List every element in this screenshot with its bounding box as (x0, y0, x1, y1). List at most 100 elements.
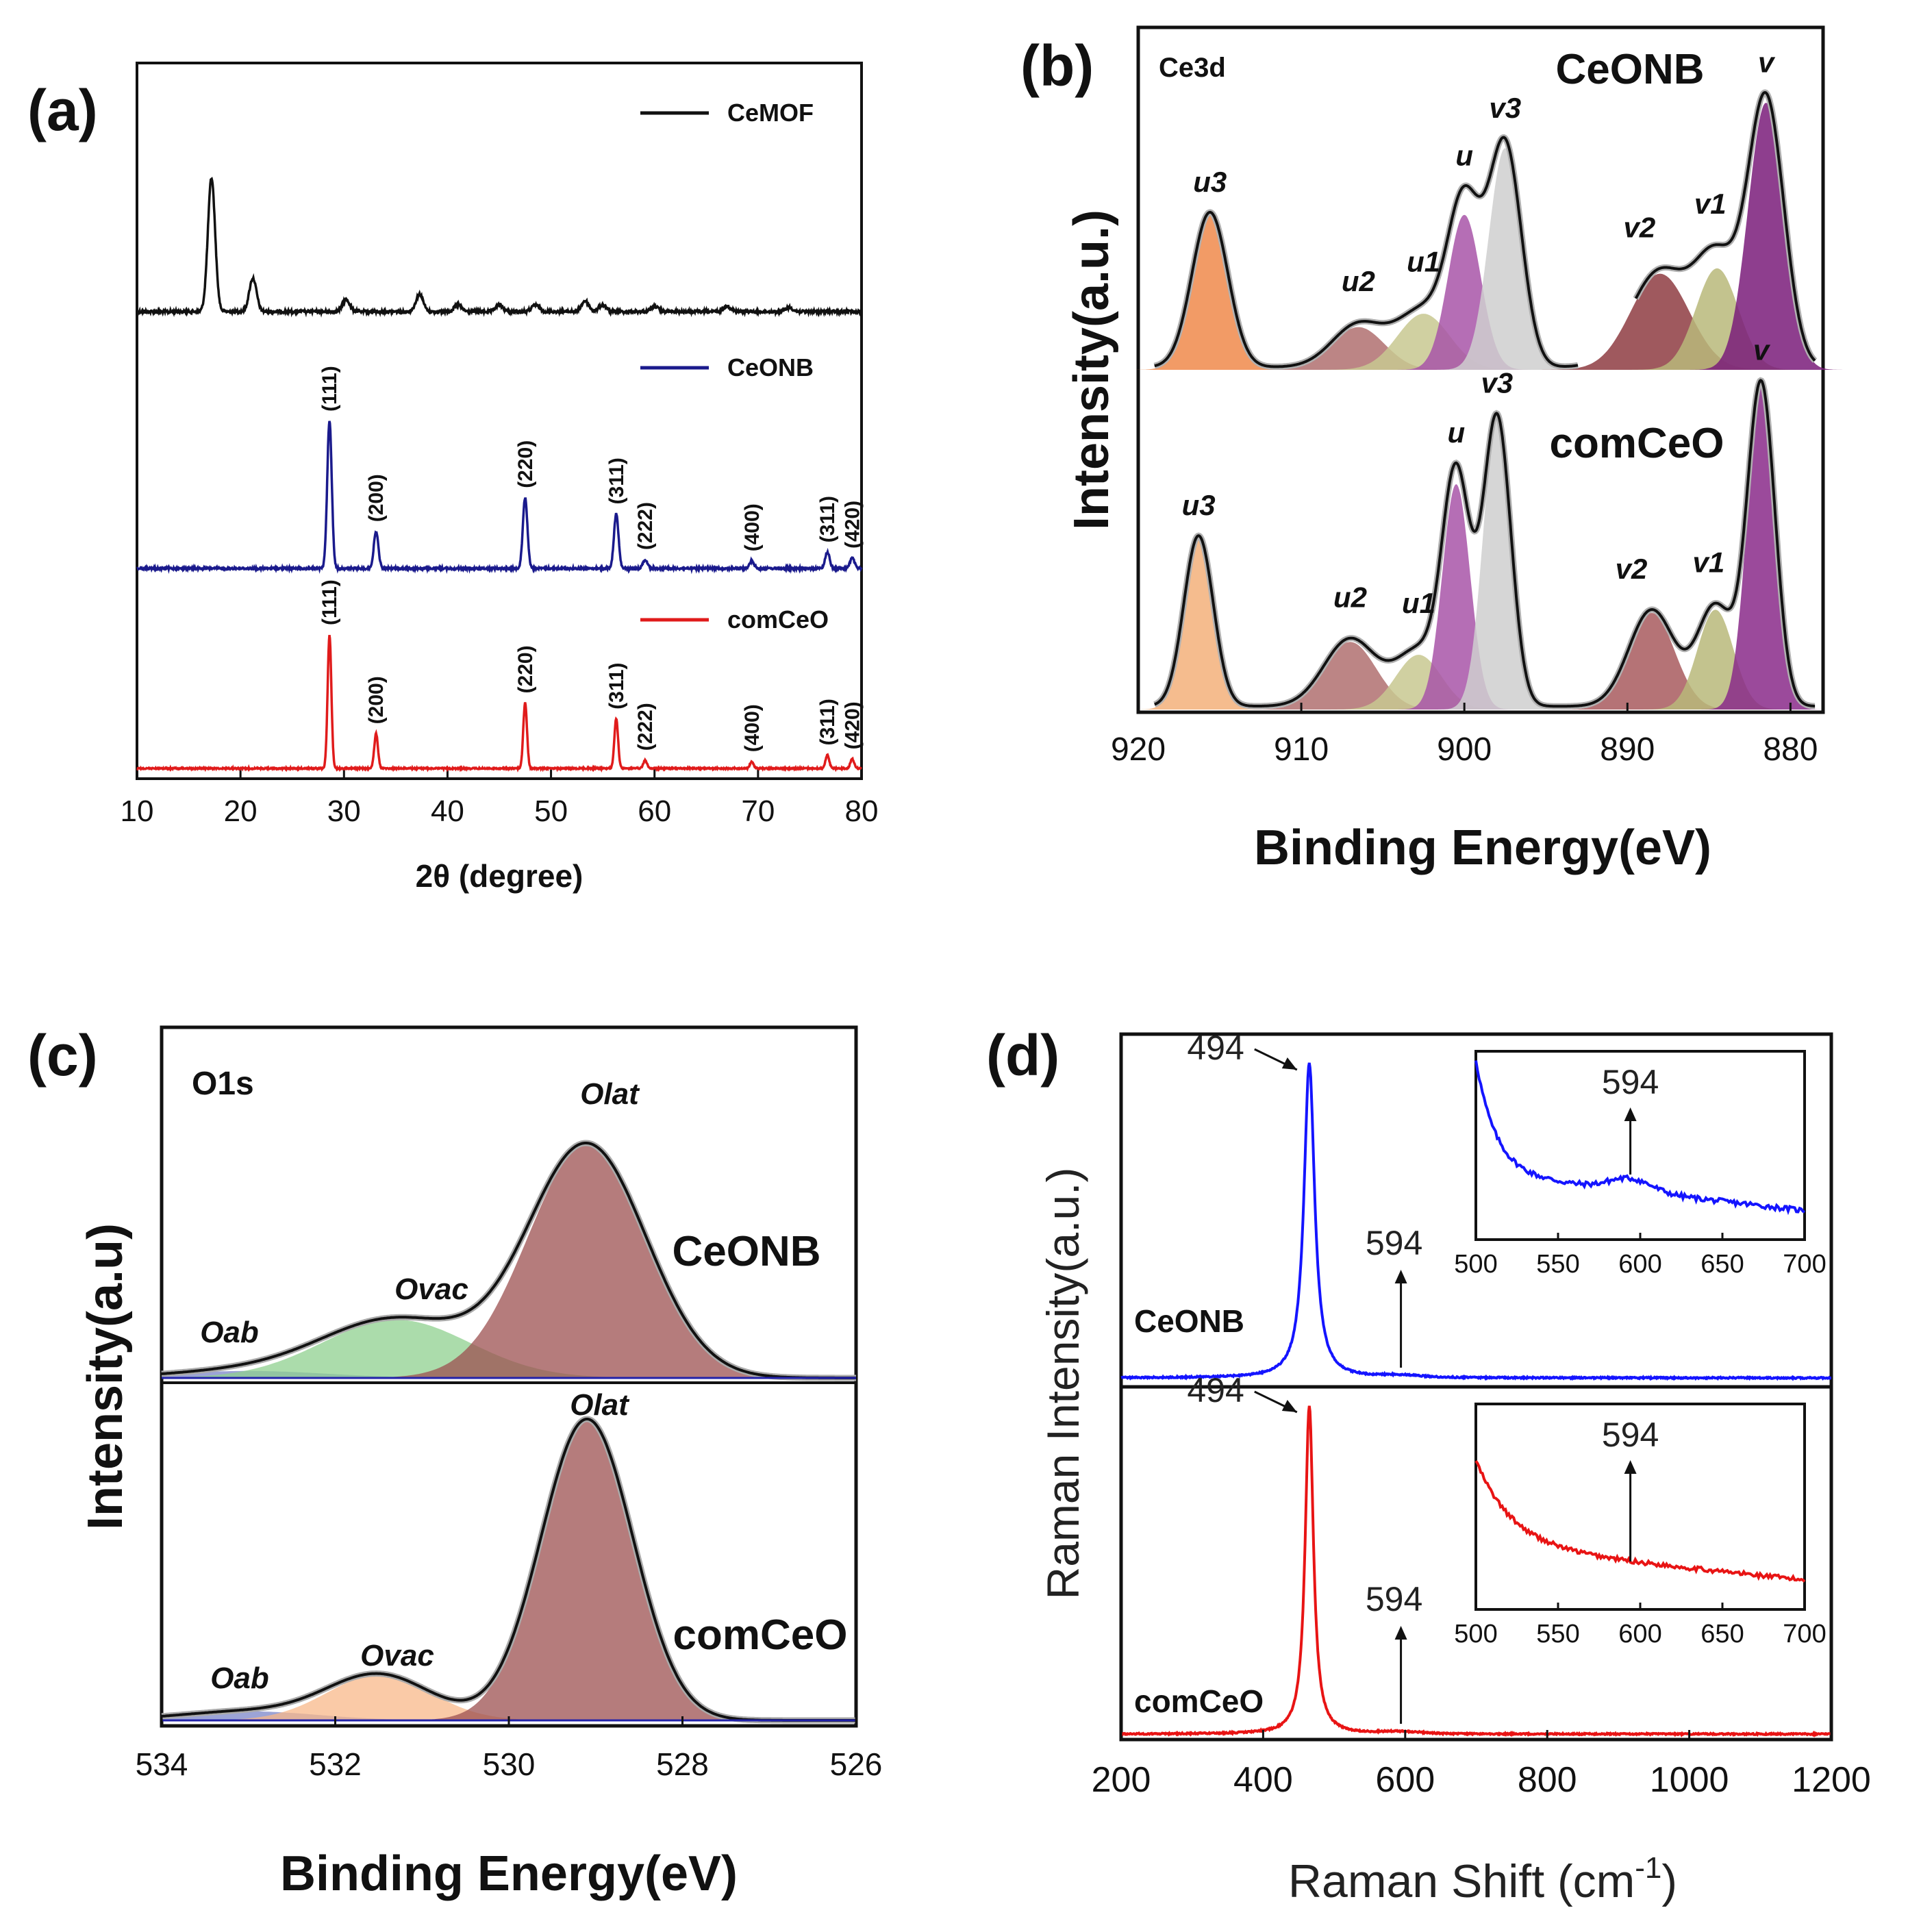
ce3d-component-u1 (1306, 314, 1542, 370)
raman-inset-peak-label: 594 (1602, 1063, 1659, 1101)
ce3d-component-label-u: u (1447, 416, 1465, 449)
panel-letter-d: (d) (986, 1023, 1059, 1088)
ce3d-component-v (1685, 103, 1847, 370)
raman-inset-tick-label: 650 (1700, 1620, 1744, 1648)
raman-x-tick-label: 600 (1375, 1760, 1435, 1800)
raman-inset-trace (1474, 1460, 1806, 1583)
raman-x-tick-label: 1000 (1650, 1760, 1729, 1800)
raman-inset-tick-label: 700 (1783, 1620, 1826, 1648)
o1s-x-tick-label: 530 (483, 1746, 536, 1782)
xrd-peak-label-ceonb: (311) (605, 457, 628, 504)
xrd-x-tick-label: 20 (224, 794, 258, 828)
raman-shoulder-arrowhead (1394, 1270, 1407, 1283)
xrd-x-tick-label: 30 (327, 794, 361, 828)
xrd-peak-label-comceo: (200) (365, 676, 388, 724)
raman-trace (1120, 1405, 1832, 1738)
ce3d-x-tick-label: 910 (1274, 731, 1329, 768)
ce3d-x-tick-label: 890 (1600, 731, 1655, 768)
o1s-x-tick-label: 528 (656, 1746, 709, 1782)
o1s-x-tick-label: 534 (136, 1746, 188, 1782)
ce3d-component-label-u3: u3 (1182, 489, 1216, 521)
xrd-x-tick-label: 10 (121, 794, 154, 828)
raman-inset-tick-label: 500 (1454, 1620, 1497, 1648)
o1s-y-axis-title: Intensity(a.u) (78, 1223, 133, 1530)
xrd-trace-ceonb (136, 421, 863, 575)
xrd-x-axis: 10 20 30 40 50 60 70 80 (121, 769, 878, 828)
xrd-peak-label-comceo: (311) (816, 699, 839, 745)
o1s-x-tick-label: 526 (830, 1746, 883, 1782)
ce3d-component-label-v3: v3 (1489, 92, 1521, 124)
ce3d-component-label-v2: v2 (1624, 212, 1656, 244)
raman-inset-peak-label: 594 (1602, 1416, 1659, 1454)
o1s-component-ovac (162, 1675, 856, 1720)
ce3d-xps-chart: u3 u2 u1 u v3 v2 v1 v u3 u2 u1 u v3 v2 v1 v 920 910 900 89… (1064, 25, 1847, 875)
ce3d-component-label-u1: u1 (1402, 587, 1435, 619)
o1s-xps-chart: Oab Ovac Olat Oab Ovac Olat 534 532 530 528 526 O… (78, 1025, 883, 1901)
ce3d-component-u2 (1241, 327, 1476, 370)
raman-inset-trace (1474, 1060, 1805, 1216)
ce3d-component-v3 (1431, 148, 1579, 371)
xrd-peak-label-ceonb: (200) (365, 474, 388, 522)
raman-x-axis-title-superscript: -1 (1635, 1851, 1661, 1885)
xrd-x-tick-label: 60 (638, 794, 671, 828)
raman-peak-label-main: 494 (1187, 1371, 1244, 1409)
raman-peak-label-small: 594 (1366, 1580, 1422, 1618)
ce3d-component-u3 (1129, 214, 1291, 370)
o1s-component-olat (162, 1419, 856, 1720)
xrd-plot-frame (136, 62, 863, 780)
raman-inset-arrowhead (1624, 1107, 1637, 1121)
ce3d-component-label-v2: v2 (1616, 553, 1648, 585)
ce3d-series-label-ceonb: CeONB (1555, 46, 1704, 93)
ce3d-component-label-v1: v1 (1694, 188, 1727, 220)
ce3d-component-label-u2: u2 (1342, 265, 1375, 297)
raman-x-axis-title-main: Raman Shift (cm (1288, 1855, 1635, 1907)
xrd-peak-label-comceo: (420) (841, 701, 864, 749)
ce3d-component-v2 (1549, 613, 1755, 710)
ce3d-spectrum-comceo: u3 u2 u1 u v3 v2 v1 v (1132, 334, 1824, 710)
ce3d-component-u1 (1316, 655, 1522, 710)
raman-inset-tick-label: 650 (1700, 1250, 1744, 1279)
ce3d-envelope (1154, 90, 1816, 368)
xrd-x-tick-label: 40 (431, 794, 464, 828)
raman-peak-label-small: 594 (1366, 1224, 1422, 1262)
xrd-legend-label-comceo: comCeO (727, 605, 829, 633)
ce3d-series-label-comceo: comCeO (1550, 420, 1724, 467)
raman-chart: 494 594 494 594 200 400 600 800 1000 1200 500 550… (1038, 1029, 1871, 1907)
ce3d-x-tick-label: 900 (1437, 731, 1492, 768)
ce3d-title: Ce3d (1159, 53, 1226, 83)
raman-peak-arrowhead (1281, 1057, 1297, 1070)
o1s-x-tick-label: 532 (309, 1746, 362, 1782)
xrd-peak-label-ceonb: (111) (318, 366, 341, 412)
ce3d-x-axis-title: Binding Energy(eV) (1254, 820, 1711, 875)
xrd-x-tick-label: 70 (741, 794, 775, 828)
raman-inset-tick-label: 550 (1536, 1250, 1579, 1279)
ce3d-component-u (1391, 214, 1538, 370)
raman-spectrum-ceonb: 494 594 (1120, 1029, 1831, 1381)
o1s-x-axis-title: Binding Energy(eV) (280, 1846, 738, 1901)
raman-inset-tick-label: 550 (1536, 1620, 1579, 1648)
ce3d-envelope (1154, 379, 1816, 708)
xrd-traces (136, 177, 863, 773)
o1s-component-label-ovac: Ovac (360, 1639, 434, 1672)
o1s-envelope (161, 1142, 856, 1379)
o1s-envelope (161, 1418, 856, 1722)
xrd-peak-label-comceo: (111) (318, 579, 341, 625)
raman-series-label-comceo: comCeO (1134, 1683, 1264, 1719)
ce3d-component-v1 (1635, 610, 1796, 710)
raman-inset-tick-label: 600 (1618, 1620, 1661, 1648)
raman-x-axis: 200 400 600 800 1000 1200 (1092, 1730, 1871, 1800)
xrd-peak-label-comceo: (222) (634, 703, 657, 751)
ce3d-component-u (1394, 484, 1519, 710)
raman-inset-tick-label: 500 (1454, 1250, 1497, 1279)
ce3d-component-v2 (1528, 273, 1792, 370)
raman-peak-arrowhead (1281, 1400, 1297, 1412)
raman-inset-comceo: 500 550 600 650 700 594 (1454, 1403, 1827, 1648)
raman-x-tick-label: 400 (1233, 1760, 1293, 1800)
ce3d-component-label-v3: v3 (1481, 367, 1513, 399)
panel-letter-b: (b) (1020, 34, 1094, 98)
xrd-legends: CeMOF CeONB comCeO (640, 99, 829, 633)
ce3d-component-label-v1: v1 (1692, 547, 1724, 579)
ce3d-spectrum-ceonb: u3 u2 u1 u v3 v2 v1 v (1129, 47, 1847, 371)
ce3d-component-v1 (1622, 268, 1813, 370)
